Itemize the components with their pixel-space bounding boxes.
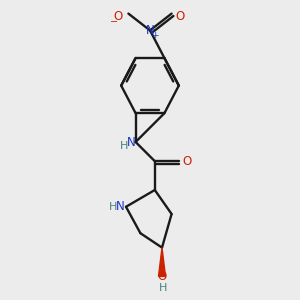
Text: H: H <box>159 284 167 293</box>
Text: N: N <box>146 24 154 37</box>
Text: −: − <box>110 17 118 27</box>
Polygon shape <box>158 248 166 276</box>
Text: N: N <box>127 136 136 148</box>
Text: O: O <box>158 270 166 283</box>
Text: O: O <box>176 10 184 22</box>
Text: N: N <box>116 200 124 213</box>
Text: H: H <box>119 141 128 151</box>
Text: +: + <box>151 31 159 40</box>
Text: O: O <box>113 10 122 22</box>
Text: H: H <box>109 202 117 212</box>
Text: O: O <box>183 155 192 168</box>
